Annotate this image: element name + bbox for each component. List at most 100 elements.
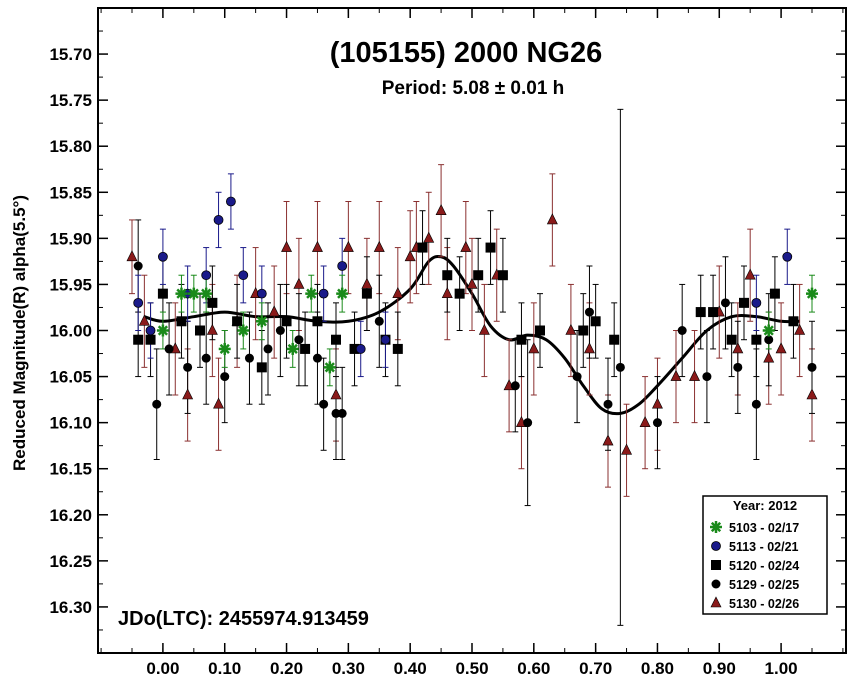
legend-entry-label: 5130 - 02/26 xyxy=(729,597,799,611)
point-square xyxy=(739,297,749,308)
y-tick-label: 16.30 xyxy=(49,598,92,617)
point-square xyxy=(708,307,719,318)
point-triangle xyxy=(794,323,806,335)
point-square xyxy=(281,316,292,327)
point-circle xyxy=(751,297,762,308)
point-square xyxy=(442,270,453,281)
point-asterisk xyxy=(305,287,318,300)
x-tick-label: 0.70 xyxy=(579,659,612,678)
x-tick-label: 1.00 xyxy=(765,659,798,678)
point-asterisk xyxy=(237,324,250,337)
point-filled-circle xyxy=(733,362,743,372)
point-circle xyxy=(355,344,366,354)
point-square xyxy=(256,362,267,373)
point-filled-circle xyxy=(220,372,230,382)
point-filled-circle xyxy=(263,344,273,354)
point-asterisk xyxy=(218,342,231,355)
point-filled-circle xyxy=(201,353,211,363)
y-tick-label: 16.20 xyxy=(49,506,92,525)
point-circle xyxy=(337,261,348,271)
y-tick-label: 16.05 xyxy=(49,368,92,387)
legend-entry-label: 5120 - 02/24 xyxy=(729,559,799,573)
point-circle xyxy=(256,288,267,299)
point-filled-circle xyxy=(603,399,613,409)
point-triangle xyxy=(639,415,651,427)
point-triangle xyxy=(373,240,385,252)
point-triangle xyxy=(281,240,293,252)
point-square xyxy=(349,343,360,354)
point-circle xyxy=(201,270,212,281)
point-circle xyxy=(238,270,249,281)
point-filled-circle xyxy=(702,372,712,382)
point-filled-circle xyxy=(331,408,341,418)
x-tick-label: 0.90 xyxy=(703,659,736,678)
point-square xyxy=(454,288,465,299)
point-triangle xyxy=(392,286,404,298)
x-tick-label: 0.60 xyxy=(517,659,550,678)
point-triangle xyxy=(330,388,342,400)
point-filled-circle xyxy=(615,362,625,372)
data-points-layer xyxy=(126,196,818,455)
y-tick-label: 15.95 xyxy=(49,275,92,294)
point-triangle xyxy=(311,240,323,252)
point-circle xyxy=(226,196,236,207)
point-circle xyxy=(380,334,391,345)
y-tick-label: 15.70 xyxy=(49,45,92,64)
chart-title: (105155) 2000 NG26 xyxy=(330,37,602,69)
y-tick-label: 15.80 xyxy=(49,137,92,156)
point-triangle xyxy=(126,250,138,262)
y-tick-label: 16.00 xyxy=(49,322,92,341)
point-filled-circle xyxy=(720,298,730,308)
point-triangle xyxy=(466,277,478,289)
point-square xyxy=(769,288,780,299)
point-filled-circle xyxy=(319,399,329,409)
point-triangle xyxy=(710,596,722,608)
point-triangle xyxy=(342,240,354,252)
point-triangle xyxy=(213,397,225,409)
point-square xyxy=(609,334,620,345)
point-triangle xyxy=(182,388,194,400)
epoch-annotation: JDo(LTC): 2455974.913459 xyxy=(118,608,369,630)
point-asterisk xyxy=(156,324,169,337)
point-filled-circle xyxy=(510,381,520,391)
y-tick-label: 16.15 xyxy=(49,460,92,479)
point-filled-circle xyxy=(751,399,761,409)
point-square xyxy=(195,325,205,336)
point-square xyxy=(417,242,428,253)
point-triangle xyxy=(138,314,150,326)
point-filled-circle xyxy=(374,316,384,326)
legend-entry-label: 5103 - 02/17 xyxy=(729,521,799,535)
point-triangle xyxy=(689,369,701,381)
point-filled-circle xyxy=(523,418,533,428)
legend: Year: 2012 5103 - 02/17 5113 - 02/21 5120 … xyxy=(702,495,828,615)
point-triangle xyxy=(441,286,453,298)
point-asterisk xyxy=(286,342,299,355)
point-asterisk xyxy=(762,324,775,337)
point-circle xyxy=(711,541,721,551)
x-tick-label: 0.00 xyxy=(146,659,179,678)
point-triangle xyxy=(565,323,577,335)
point-square xyxy=(312,316,323,327)
point-asterisk xyxy=(187,287,200,300)
point-triangle xyxy=(763,351,775,363)
point-triangle xyxy=(404,250,416,262)
point-asterisk xyxy=(806,287,818,300)
point-filled-circle xyxy=(164,344,174,354)
point-filled-circle xyxy=(244,353,254,363)
point-circle xyxy=(133,297,144,308)
y-tick-label: 15.90 xyxy=(49,229,92,248)
y-tick-label: 16.25 xyxy=(49,552,92,571)
point-triangle xyxy=(435,204,447,216)
point-square xyxy=(207,297,218,308)
point-filled-circle xyxy=(152,399,162,409)
point-triangle xyxy=(478,323,490,335)
x-tick-label: 0.30 xyxy=(332,659,365,678)
point-square xyxy=(331,334,341,345)
point-square xyxy=(392,343,403,354)
point-square xyxy=(300,343,311,354)
point-triangle xyxy=(583,342,595,354)
legend-box xyxy=(702,495,828,615)
point-asterisk xyxy=(336,287,349,300)
x-tick-label: 0.80 xyxy=(641,659,674,678)
